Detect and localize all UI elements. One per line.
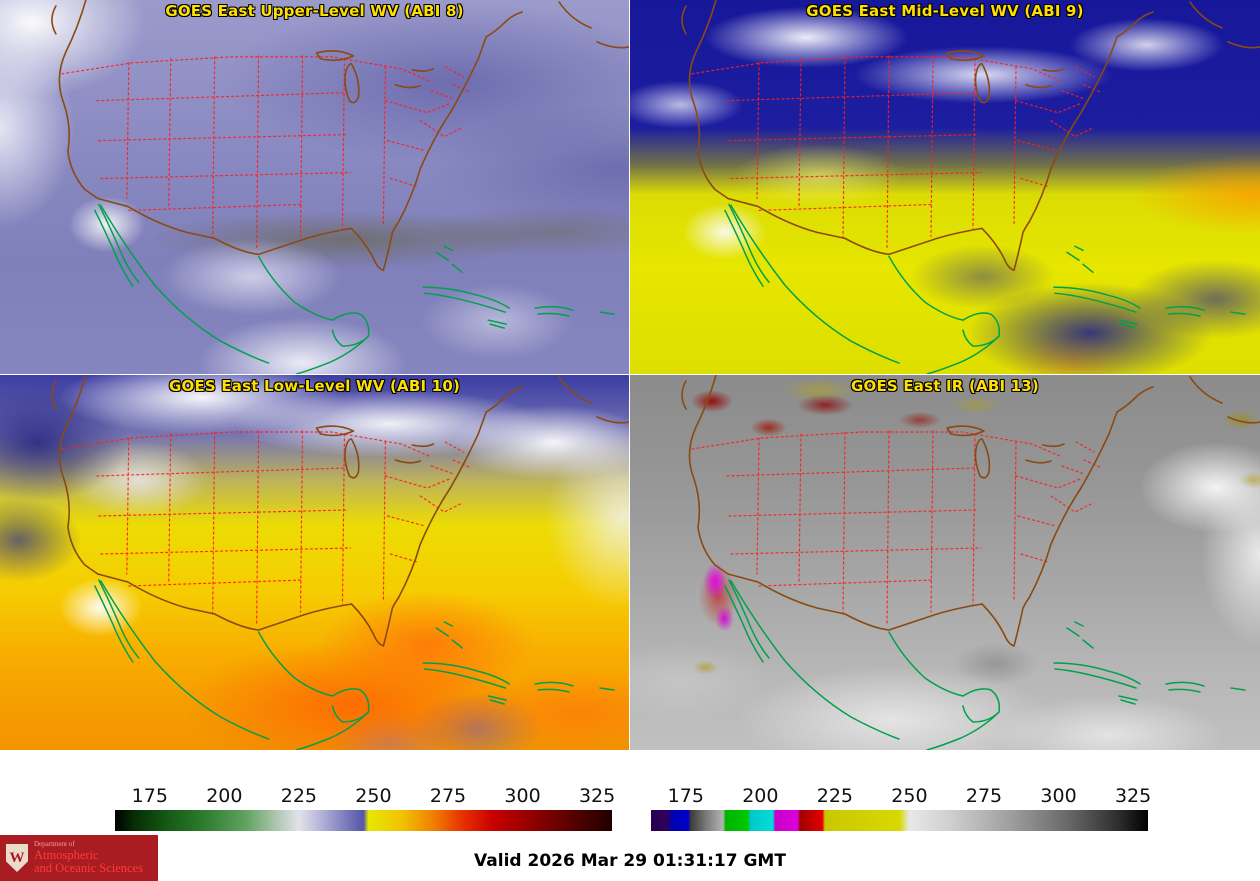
tick-label: 225: [816, 785, 854, 807]
tick-label: 250: [891, 785, 928, 807]
panel-title-abi9: GOES East Mid-Level WV (ABI 9): [806, 2, 1084, 20]
colorbar-wv-gradient: [115, 810, 612, 831]
tick-label: 275: [965, 785, 1003, 807]
tick-label: 325: [578, 785, 616, 807]
colorbar-wv-ticks: 175 200 225 250 275 300 325: [115, 784, 616, 810]
panel-ir: GOES East IR (ABI 13): [630, 375, 1260, 750]
map-overlay: [51, 0, 629, 374]
colorbar-ir: 175 200 225 250 275 300 325: [651, 784, 1152, 831]
logo-name-line1: Atmospheric: [34, 848, 99, 863]
logo-name-line2: and Oceanic Sciences: [34, 861, 143, 876]
logo-dept-prefix: Department of: [34, 839, 75, 848]
colorbar-wv: 175 200 225 250 275 300 325: [115, 784, 616, 831]
map-overlay: [51, 375, 629, 750]
panel-mid-level-wv: GOES East Mid-Level WV (ABI 9): [630, 0, 1260, 375]
tick-label: 325: [1114, 785, 1152, 807]
footer: W Department of Atmospheric and Oceanic …: [0, 831, 1260, 881]
tick-label: 200: [206, 785, 243, 807]
panel-upper-level-wv: GOES East Upper-Level WV (ABI 8): [0, 0, 630, 375]
map-overlay: [681, 375, 1260, 750]
tick-label: 200: [742, 785, 779, 807]
valid-time: Valid 2026 Mar 29 01:31:17 GMT: [474, 851, 786, 871]
tick-label: 300: [1040, 785, 1077, 807]
colorbar-ir-ticks: 175 200 225 250 275 300 325: [651, 784, 1152, 810]
uw-aos-logo: W Department of Atmospheric and Oceanic …: [0, 835, 158, 881]
panel-grid: GOES East Upper-Level WV (ABI 8) GOES Ea…: [0, 0, 1260, 750]
tick-label: 175: [131, 785, 168, 807]
tick-label: 175: [667, 785, 704, 807]
uw-crest-icon: W: [6, 844, 28, 872]
colorbar-row: 175 200 225 250 275 300 325 175 200 225 …: [0, 750, 1260, 831]
tick-label: 275: [429, 785, 467, 807]
colorbar-ir-gradient: [651, 810, 1148, 831]
tick-label: 300: [504, 785, 541, 807]
logo-text: Department of Atmospheric and Oceanic Sc…: [34, 839, 143, 876]
panel-title-abi10: GOES East Low-Level WV (ABI 10): [168, 377, 461, 395]
map-overlay: [681, 0, 1260, 374]
panel-title-abi13: GOES East IR (ABI 13): [850, 377, 1039, 395]
tick-label: 225: [280, 785, 318, 807]
panel-title-abi8: GOES East Upper-Level WV (ABI 8): [165, 2, 464, 20]
panel-low-level-wv: GOES East Low-Level WV (ABI 10): [0, 375, 630, 750]
tick-label: 250: [355, 785, 392, 807]
